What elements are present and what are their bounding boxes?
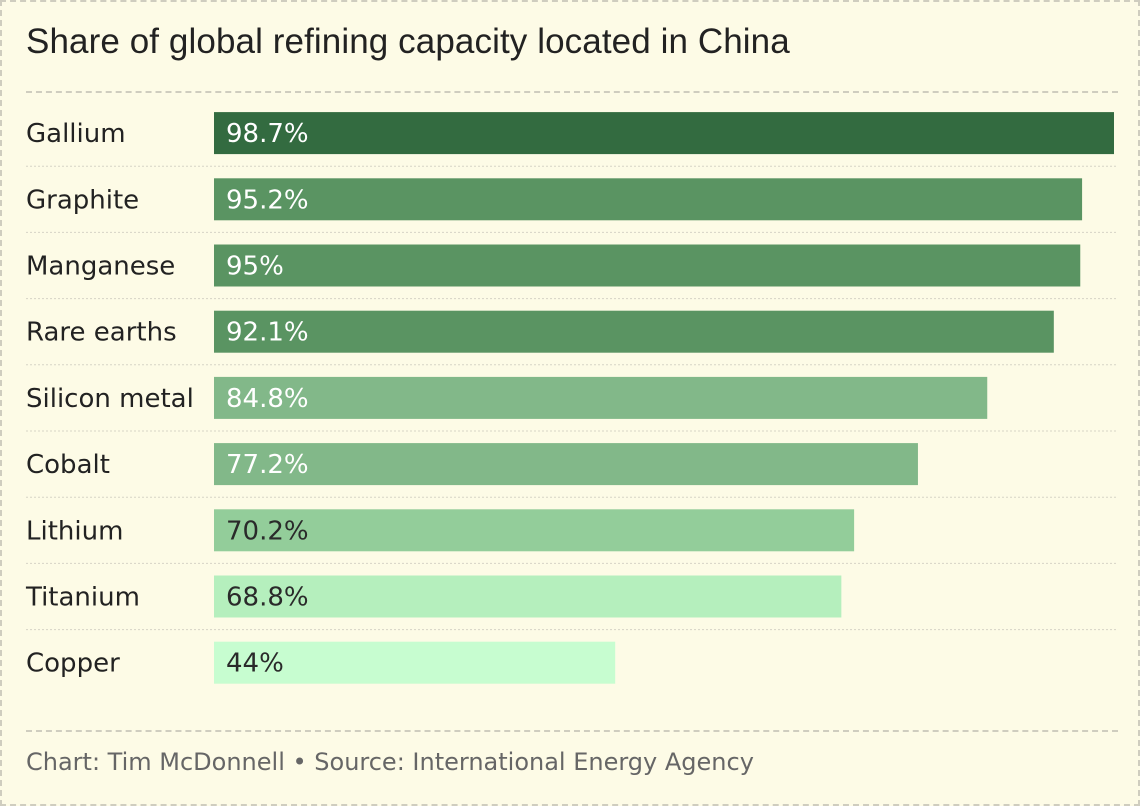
category-label: Silicon metal	[26, 384, 194, 414]
bar	[214, 178, 1083, 221]
category-label: Gallium	[26, 119, 126, 149]
bar	[214, 641, 616, 684]
bar	[214, 244, 1081, 287]
category-label: Rare earths	[26, 318, 177, 348]
bar	[214, 575, 842, 618]
data-label: 68.8%	[226, 583, 309, 613]
category-label: Manganese	[26, 252, 175, 282]
category-label: Titanium	[25, 583, 140, 613]
category-label: Cobalt	[26, 450, 110, 480]
bottom-rule	[26, 730, 1118, 732]
top-rule	[26, 91, 1118, 93]
bar	[214, 443, 918, 486]
bar	[214, 310, 1054, 353]
bar	[214, 112, 1114, 155]
bar	[214, 509, 855, 552]
data-label: 44%	[226, 649, 284, 679]
bar	[214, 376, 988, 419]
data-label: 95.2%	[226, 185, 309, 215]
data-label: 95%	[226, 252, 284, 282]
category-label: Graphite	[26, 185, 139, 215]
category-label: Lithium	[26, 516, 123, 546]
chart-source-caption: Chart: Tim McDonnell • Source: Internati…	[26, 748, 754, 776]
data-label: 70.2%	[226, 516, 309, 546]
data-label: 92.1%	[226, 318, 309, 348]
data-label: 84.8%	[226, 384, 309, 414]
data-label: 98.7%	[226, 119, 309, 149]
chart-title: Share of global refining capacity locate…	[26, 22, 790, 61]
category-label: Copper	[26, 649, 120, 679]
data-label: 77.2%	[226, 450, 309, 480]
